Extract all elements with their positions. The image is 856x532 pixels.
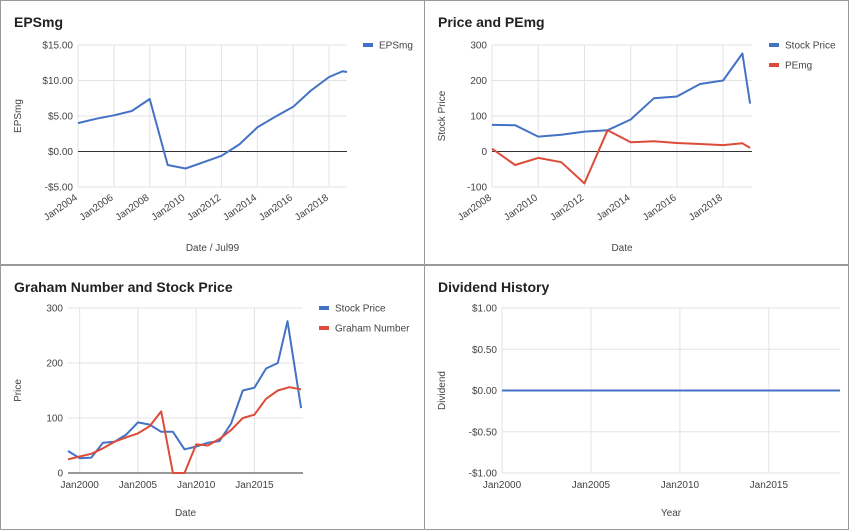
y-tick-label: 300 bbox=[470, 41, 487, 52]
series-line bbox=[67, 320, 303, 460]
y-tick-label: -$0.50 bbox=[469, 427, 498, 438]
y-tick-label: 0 bbox=[481, 147, 487, 158]
x-tick-label: Jan2000 bbox=[483, 480, 522, 491]
x-tick-label: Jan2004 bbox=[42, 192, 80, 223]
y-tick-label: $5.00 bbox=[48, 112, 73, 123]
y-tick-label: -$1.00 bbox=[469, 469, 498, 480]
x-tick-label: Jan2018 bbox=[293, 192, 331, 223]
legend-swatch bbox=[769, 63, 779, 67]
graham-chart-panel: Graham Number and Stock Price 0 100 200 300… bbox=[0, 265, 425, 530]
y-tick-label: $10.00 bbox=[42, 76, 73, 87]
x-tick-label: Jan2016 bbox=[641, 192, 679, 223]
legend-swatch bbox=[769, 43, 779, 47]
x-axis-label: Date / Jul99 bbox=[186, 243, 240, 254]
legend-label: Graham Number bbox=[335, 324, 410, 335]
y-tick-label: $0.50 bbox=[472, 345, 497, 356]
x-tick-label: Jan2014 bbox=[595, 192, 633, 223]
x-tick-label: Jan2015 bbox=[750, 480, 789, 491]
y-tick-label: 200 bbox=[470, 76, 487, 87]
series-line bbox=[77, 70, 348, 170]
eps-chart-panel: EPSmg -$5.00 $0.00 $5.00 $10.00 $15.00 Jan200… bbox=[0, 0, 425, 265]
y-tick-label: 300 bbox=[46, 304, 63, 315]
y-axis-label: Price bbox=[13, 379, 24, 402]
price-pe-chart: -100 0 100 200 300 Jan2008 Jan2010 Jan2012 Jan20… bbox=[437, 41, 836, 255]
y-tick-label: 0 bbox=[57, 469, 63, 480]
y-axis-label: EPSmg bbox=[13, 99, 24, 133]
graham-chart: 0 100 200 300 Jan2000 Jan2005 Jan2010 Jan2015 Da… bbox=[13, 304, 410, 520]
x-tick-label: Jan2015 bbox=[235, 480, 274, 491]
y-tick-label: 100 bbox=[470, 112, 487, 123]
y-tick-label: 100 bbox=[46, 414, 63, 425]
x-tick-label: Jan2010 bbox=[150, 192, 188, 223]
y-tick-label: $0.00 bbox=[472, 386, 497, 397]
x-axis-label: Year bbox=[661, 508, 682, 519]
legend-swatch bbox=[319, 326, 329, 330]
x-tick-label: Jan2010 bbox=[177, 480, 216, 491]
x-tick-label: Jan2008 bbox=[456, 192, 494, 223]
legend-label: Stock Price bbox=[335, 304, 386, 315]
x-tick-label: Jan2014 bbox=[221, 192, 259, 223]
x-tick-label: Jan2010 bbox=[502, 192, 540, 223]
eps-chart: -$5.00$0.00$5.00$10.00$15.00Jan2004Jan20… bbox=[13, 41, 413, 255]
chart-title: Price and PEmg bbox=[438, 14, 545, 30]
y-tick-label: -100 bbox=[467, 183, 487, 194]
x-tick-label: Jan2018 bbox=[687, 192, 725, 223]
x-tick-label: Jan2016 bbox=[257, 192, 295, 223]
series-line bbox=[67, 386, 302, 474]
x-axis-label: Date bbox=[175, 508, 197, 519]
dividend-chart: -$1.00 -$0.50 $0.00 $0.50 $1.00 Jan2000 Jan200… bbox=[437, 304, 840, 519]
y-tick-label: 200 bbox=[46, 359, 63, 370]
x-tick-label: Jan2005 bbox=[572, 480, 611, 491]
x-tick-label: Jan2000 bbox=[60, 480, 99, 491]
y-tick-label: $0.00 bbox=[48, 147, 73, 158]
chart-title: Dividend History bbox=[438, 279, 550, 295]
y-axis-label: Stock Price bbox=[437, 90, 448, 141]
series-line bbox=[491, 52, 752, 138]
series-line bbox=[491, 129, 751, 185]
dividend-chart-panel: Dividend History -$1.00 -$0.50 $0.00 $0.50 $… bbox=[424, 265, 849, 530]
x-tick-label: Jan2012 bbox=[185, 192, 223, 223]
y-tick-label: $1.00 bbox=[472, 304, 497, 315]
y-tick-label: $15.00 bbox=[42, 41, 73, 52]
legend-label: PEmg bbox=[785, 61, 812, 72]
y-axis-label: Dividend bbox=[437, 371, 448, 410]
y-tick-label: -$5.00 bbox=[45, 183, 74, 194]
x-tick-label: Jan2010 bbox=[661, 480, 700, 491]
chart-title: EPSmg bbox=[14, 14, 64, 30]
x-tick-label: Jan2005 bbox=[119, 480, 158, 491]
price-pe-chart-panel: Price and PEmg -100 0 100 200 300 Jan2008 Jan2… bbox=[424, 0, 849, 265]
legend-label: EPSmg bbox=[379, 41, 413, 52]
x-tick-label: Jan2006 bbox=[78, 192, 116, 223]
chart-title: Graham Number and Stock Price bbox=[14, 279, 233, 295]
x-axis-label: Date bbox=[611, 243, 633, 254]
x-tick-label: Jan2012 bbox=[548, 192, 586, 223]
x-tick-label: Jan2008 bbox=[114, 192, 152, 223]
legend-swatch bbox=[319, 306, 329, 310]
legend-label: Stock Price bbox=[785, 41, 836, 52]
legend-swatch bbox=[363, 43, 373, 47]
